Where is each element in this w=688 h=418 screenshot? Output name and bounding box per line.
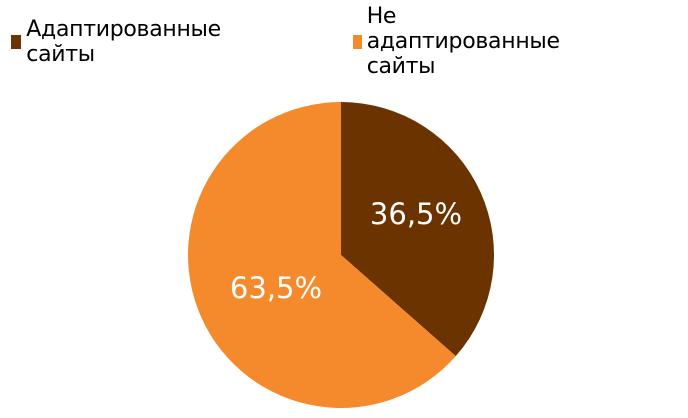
data-label: 36,5% (370, 197, 462, 231)
data-label: 63,5% (230, 271, 322, 305)
legend-item-adapted: Адаптированные сайты (11, 17, 225, 67)
pie-slice-0 (341, 102, 494, 357)
legend-label: Адаптированные сайты (26, 16, 221, 67)
legend-item-not-adapted: Не адаптированные сайты (352, 4, 565, 79)
legend-swatch (352, 34, 362, 49)
legend-label: Не адаптированные сайты (366, 4, 560, 79)
legend: Адаптированные сайты Не адаптированные с… (11, 4, 688, 79)
pie-slice-1 (187, 102, 456, 409)
legend-swatch (11, 34, 22, 49)
